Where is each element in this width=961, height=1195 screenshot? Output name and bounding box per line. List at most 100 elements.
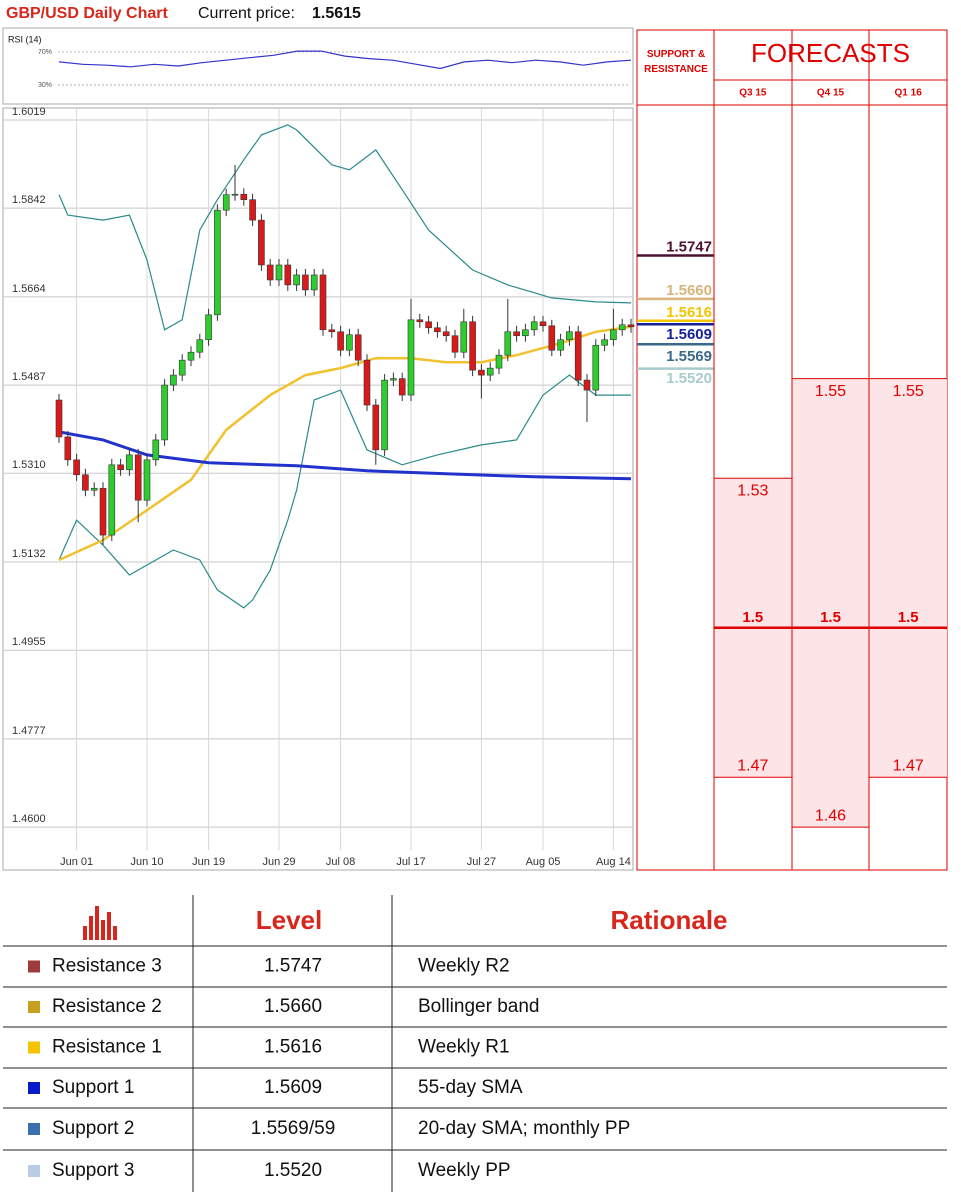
row-rationale: Weekly R1 bbox=[418, 1037, 510, 1058]
candle-body bbox=[328, 329, 336, 333]
candle-body bbox=[504, 331, 512, 356]
candle-body bbox=[319, 274, 327, 331]
candle-body bbox=[90, 487, 98, 491]
candle-body bbox=[592, 344, 600, 391]
y-tick-label: 1.5132 bbox=[12, 548, 46, 560]
candle-body bbox=[275, 264, 283, 281]
candle-body bbox=[627, 324, 635, 328]
row-swatch bbox=[28, 1082, 40, 1094]
x-tick-label: Jul 08 bbox=[326, 856, 355, 868]
x-tick-label: Jun 10 bbox=[130, 856, 163, 868]
forecast-mid-label: 1.5 bbox=[898, 609, 919, 626]
candle-body bbox=[134, 454, 142, 501]
level-label: 1.5520 bbox=[666, 370, 712, 387]
y-tick-label: 1.5664 bbox=[12, 283, 46, 295]
candle-body bbox=[249, 199, 256, 221]
forecast-range bbox=[791, 378, 870, 828]
candle-body bbox=[99, 487, 107, 536]
row-rationale: Weekly R2 bbox=[418, 956, 510, 977]
table-icon bbox=[83, 906, 117, 940]
candle-body bbox=[152, 439, 160, 461]
forecast-high-label: 1.55 bbox=[815, 383, 846, 400]
candle-body bbox=[178, 359, 186, 376]
candle-body bbox=[539, 321, 547, 327]
candle-body bbox=[601, 339, 608, 346]
row-name: Support 3 bbox=[52, 1160, 134, 1181]
candle-body bbox=[416, 319, 424, 323]
row-rationale: 55-day SMA bbox=[418, 1077, 523, 1098]
row-level: 1.5660 bbox=[264, 996, 322, 1017]
candle-body bbox=[478, 369, 485, 376]
candle-body bbox=[337, 331, 344, 351]
price: 1.5615 bbox=[312, 5, 361, 22]
candle-body bbox=[205, 314, 212, 341]
candle-body bbox=[557, 339, 564, 351]
icon-bar bbox=[89, 916, 93, 940]
candle-body bbox=[574, 331, 582, 381]
table-grid bbox=[3, 895, 947, 1192]
candle-body bbox=[442, 331, 450, 337]
candle-body bbox=[117, 464, 124, 471]
row-name: Resistance 2 bbox=[52, 996, 162, 1017]
candle-body bbox=[266, 264, 274, 281]
forecast-mid-label: 1.5 bbox=[742, 609, 763, 626]
row-rationale: 20-day SMA; monthly PP bbox=[418, 1118, 630, 1139]
level-label: 1.5616 bbox=[666, 304, 712, 321]
rsi-line bbox=[58, 50, 632, 70]
rsi-level-label: 70% bbox=[38, 49, 52, 56]
chart-title: GBP/USD Daily Chart bbox=[6, 5, 168, 22]
forecasts-title: FORECASTS bbox=[751, 38, 910, 68]
candle-body bbox=[407, 319, 415, 396]
forecast-low-label: 1.46 bbox=[815, 807, 846, 824]
row-name: Support 2 bbox=[52, 1118, 134, 1139]
level-label: 1.5747 bbox=[666, 238, 712, 255]
icon-bar bbox=[113, 926, 117, 940]
candle-body bbox=[346, 334, 353, 351]
candle-body bbox=[486, 367, 494, 376]
row-swatch bbox=[28, 960, 40, 973]
forecast-high-label: 1.55 bbox=[893, 383, 924, 400]
candle-body bbox=[390, 378, 397, 381]
candle-body bbox=[522, 329, 529, 337]
x-tick-label: Jun 29 bbox=[262, 856, 295, 868]
candle-body bbox=[161, 384, 168, 441]
forecast-mid-label: 1.5 bbox=[820, 609, 841, 626]
y-tick-label: 1.6019 bbox=[12, 106, 46, 118]
candle-body bbox=[566, 331, 573, 341]
row-level: 1.5569/59 bbox=[251, 1118, 336, 1139]
forecast-quarter: Q3 15 bbox=[739, 88, 767, 99]
candle-body bbox=[548, 325, 556, 351]
level-label: 1.5569 bbox=[666, 348, 712, 365]
row-swatch bbox=[28, 1041, 40, 1054]
candle-body bbox=[618, 324, 626, 331]
candle-body bbox=[354, 334, 362, 361]
forecast-low-label: 1.47 bbox=[737, 758, 768, 775]
chart-panel bbox=[2, 107, 634, 871]
candle-body bbox=[55, 399, 63, 438]
candle-body bbox=[196, 339, 204, 353]
level-label: 1.5609 bbox=[666, 326, 712, 343]
indicator-line bbox=[58, 374, 631, 609]
row-swatch bbox=[28, 1165, 40, 1177]
row-name: Resistance 3 bbox=[52, 956, 162, 977]
icon-bar bbox=[101, 920, 105, 940]
candle-body bbox=[302, 274, 309, 291]
row-swatch bbox=[28, 1123, 40, 1135]
x-tick-label: Jun 19 bbox=[192, 856, 225, 868]
candle-body bbox=[284, 264, 292, 286]
row-level: 1.5616 bbox=[264, 1037, 322, 1058]
row-rationale: Bollinger band bbox=[418, 996, 539, 1017]
y-tick-label: 1.5310 bbox=[12, 459, 46, 471]
row-level: 1.5747 bbox=[264, 956, 322, 977]
candle-body bbox=[187, 351, 195, 361]
candle-body bbox=[170, 374, 177, 386]
candle-body bbox=[126, 454, 133, 471]
candle-body bbox=[381, 379, 388, 451]
y-tick-label: 1.4955 bbox=[12, 636, 46, 648]
row-swatch bbox=[28, 1001, 40, 1013]
rsi-panel bbox=[2, 27, 634, 105]
x-tick-label: Jul 17 bbox=[396, 856, 425, 868]
candle-body bbox=[513, 331, 520, 337]
candle-body bbox=[73, 459, 80, 476]
forecast-high-label: 1.53 bbox=[737, 483, 768, 500]
